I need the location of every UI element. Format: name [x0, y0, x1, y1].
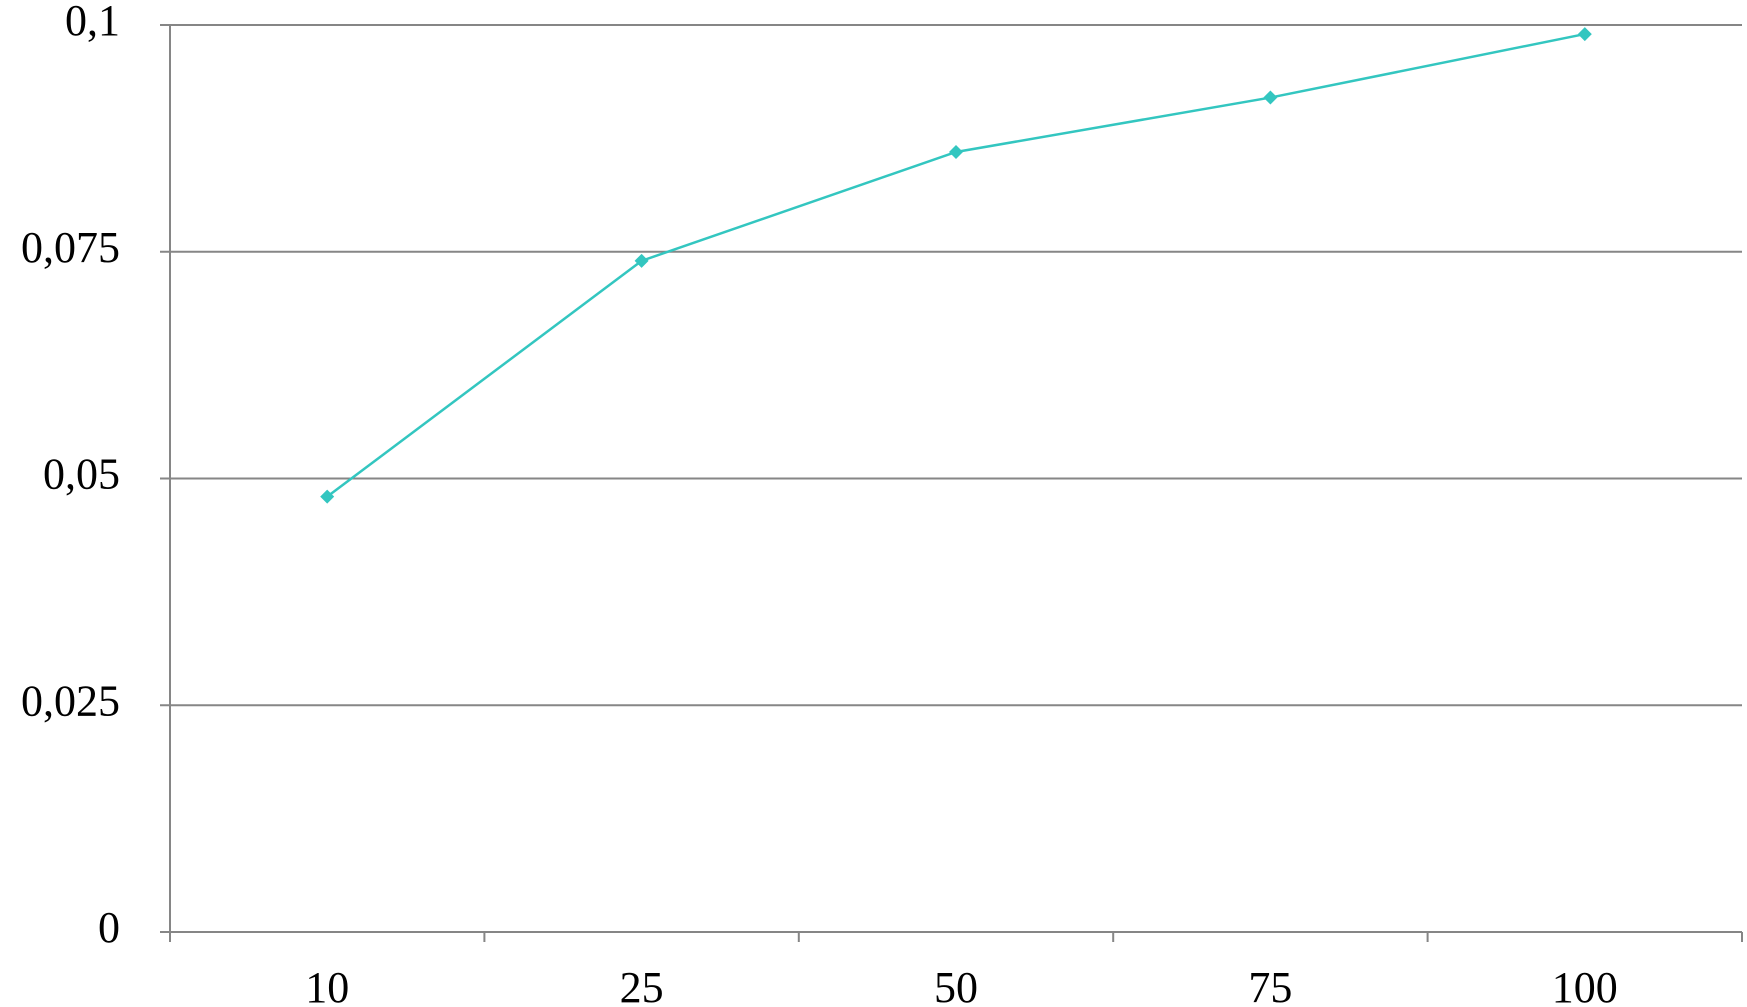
point-marker	[1577, 27, 1592, 42]
y-tick-label: 0	[98, 903, 120, 952]
point-marker	[949, 144, 963, 159]
y-tick-label: 0,05	[43, 450, 120, 499]
x-tick-label: 75	[1248, 963, 1292, 1007]
y-tick-label: 0,025	[21, 676, 120, 725]
x-tick-label: 25	[620, 963, 664, 1007]
point-marker	[1263, 90, 1278, 105]
point-marker	[634, 253, 649, 268]
x-tick-label: 50	[934, 963, 978, 1007]
point-marker	[320, 489, 335, 504]
y-tick-label: 0,075	[21, 223, 120, 272]
series-line	[326, 32, 1586, 498]
y-tick-label: 0,1	[65, 0, 120, 45]
x-tick-label: 10	[305, 963, 349, 1007]
x-tick-label: 100	[1552, 963, 1618, 1007]
